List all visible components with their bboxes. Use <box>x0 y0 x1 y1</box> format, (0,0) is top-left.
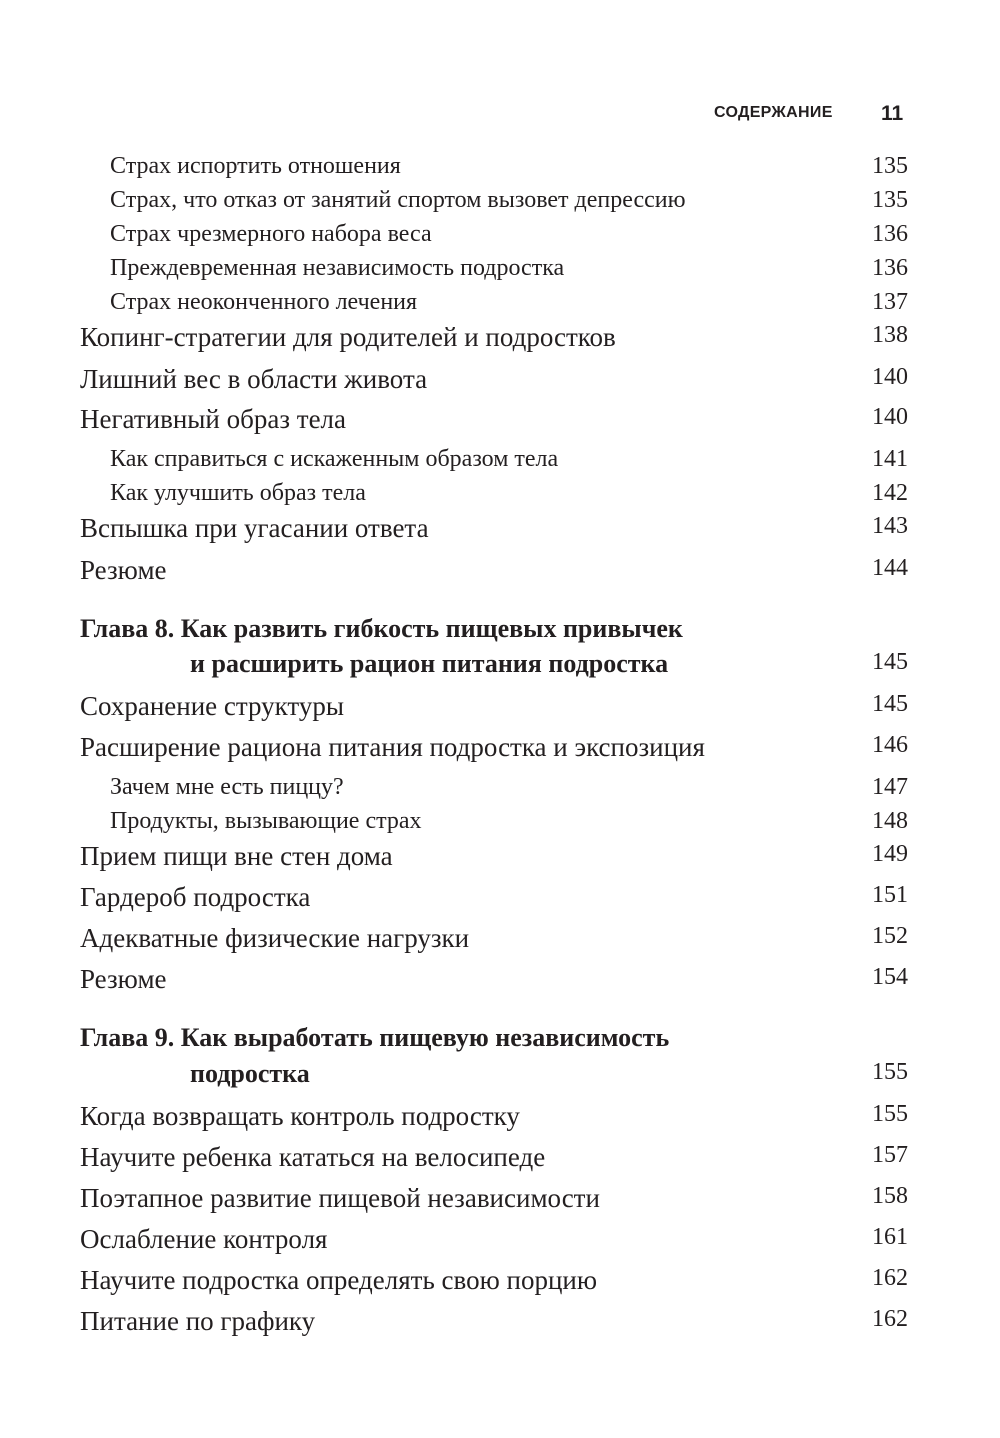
toc-entry-page: 158 <box>872 1183 908 1209</box>
toc-entry-title: Ослабление контроля <box>80 1224 328 1254</box>
toc-entry-page: 147 <box>872 774 908 800</box>
toc-entry-title: подростка <box>190 1059 310 1088</box>
toc-entry-page: 162 <box>872 1265 908 1291</box>
toc-entry-title: Гардероб подростка <box>80 882 311 912</box>
toc-entry-title: Зачем мне есть пиццу? <box>110 774 344 800</box>
toc-entry-page: 155 <box>872 1059 908 1085</box>
toc-entry-page: 154 <box>872 964 908 990</box>
running-header-title: СОДЕРЖАНИЕ <box>714 104 833 121</box>
toc-entry-title: Научите ребенка кататься на велосипеде <box>80 1142 546 1172</box>
toc-entry-title: Резюме <box>80 964 167 994</box>
toc-entry-title: Копинг-стратегии для родителей и подрост… <box>80 322 616 352</box>
toc-entry-page: 136 <box>872 221 908 247</box>
toc-entry-title: Сохранение структуры <box>80 691 344 721</box>
toc-entry-page: 142 <box>872 480 908 506</box>
toc-entry-page: 140 <box>872 404 908 430</box>
toc-entry-title: Страх, что отказ от занятий спортом вызо… <box>110 187 686 213</box>
page-number: 11 <box>881 102 904 125</box>
toc-entry-page: 140 <box>872 364 908 390</box>
toc-entry-page: 146 <box>872 732 908 758</box>
toc-entry-title: Адекватные физические нагрузки <box>80 923 470 953</box>
toc-entry-page: 135 <box>872 153 908 179</box>
toc-entry-page: 141 <box>872 446 908 472</box>
toc-entry-title: Глава 9. Как выработать пищевую независи… <box>80 1023 670 1052</box>
toc-entry-title: Преждевременная независимость подростка <box>110 255 565 281</box>
toc-entry-title: Страх неоконченного лечения <box>110 289 418 315</box>
toc-entry-page: 145 <box>872 691 908 717</box>
toc-entry-title: Глава 8. Как развить гибкость пищевых пр… <box>80 614 683 643</box>
toc-entry-title: Страх испортить отношения <box>110 153 401 179</box>
toc-entry-title: Резюме <box>80 555 167 585</box>
toc-entry-title: Лишний вес в области живота <box>80 364 428 394</box>
toc-entry-title: Негативный образ тела <box>80 404 347 434</box>
toc-entry-page: 137 <box>872 289 908 315</box>
toc-entry-page: 155 <box>872 1101 908 1127</box>
toc-entry-title: Продукты, вызывающие страх <box>110 808 422 834</box>
toc-entry-title: Страх чрезмерного набора веса <box>110 221 432 247</box>
toc-entry-page: 161 <box>872 1224 908 1250</box>
toc-entry-page: 162 <box>872 1306 908 1332</box>
toc-entry-title: Вспышка при угасании ответа <box>80 513 429 543</box>
toc-entry-title: Когда возвращать контроль подростку <box>80 1101 520 1131</box>
toc-entry-page: 145 <box>872 649 908 675</box>
toc-entry-page: 149 <box>872 841 908 867</box>
toc-entry-title: Научите подростка определять свою порцию <box>80 1265 598 1295</box>
toc-entry-title: Поэтапное развитие пищевой независимости <box>80 1183 600 1213</box>
toc-entry-title: Как справиться с искаженным образом тела <box>110 446 559 472</box>
toc-entry-title: Питание по графику <box>80 1306 316 1336</box>
toc-entry-page: 157 <box>872 1142 908 1168</box>
toc-entry-page: 138 <box>872 322 908 348</box>
toc-entry-page: 135 <box>872 187 908 213</box>
toc-entry-title: Прием пищи вне стен дома <box>80 841 393 871</box>
toc-entry-page: 148 <box>872 808 908 834</box>
toc-entry-page: 151 <box>872 882 908 908</box>
toc-entry-title: и расширить рацион питания подростка <box>190 649 669 678</box>
toc-entry-title: Как улучшить образ тела <box>110 480 366 506</box>
toc-entry-page: 143 <box>872 513 908 539</box>
toc-entry-page: 136 <box>872 255 908 281</box>
toc-entry-title: Расширение рациона питания подростка и э… <box>80 732 705 762</box>
toc-entry-page: 152 <box>872 923 908 949</box>
toc-entry-page: 144 <box>872 555 908 581</box>
